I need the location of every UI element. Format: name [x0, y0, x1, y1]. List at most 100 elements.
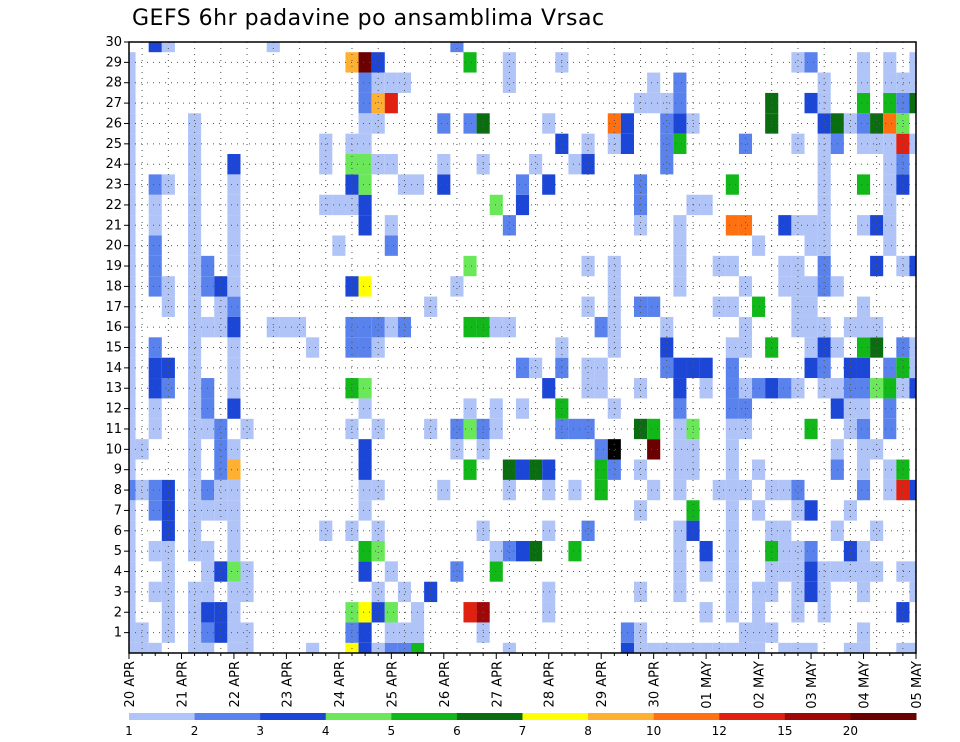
legend-threshold-label: 6	[453, 724, 461, 738]
heatmap-cell	[332, 194, 346, 216]
heatmap-cell	[712, 642, 726, 653]
heatmap-cell	[804, 316, 818, 338]
heatmap-cell	[529, 357, 543, 379]
heatmap-cell	[856, 378, 871, 399]
heatmap-cell	[673, 276, 687, 297]
heatmap-cell	[358, 113, 372, 134]
heatmap-cell	[542, 113, 556, 134]
heatmap-cell	[778, 642, 792, 653]
heatmap-cell	[358, 276, 372, 297]
heatmap-cell	[227, 561, 241, 582]
heatmap-cell	[161, 540, 175, 562]
heatmap-cell	[129, 194, 136, 216]
heatmap-cell	[673, 378, 687, 399]
heatmap-cell	[870, 378, 884, 399]
plot-area	[128, 41, 917, 654]
heatmap-cell	[135, 439, 149, 460]
heatmap-cell	[804, 52, 818, 73]
heatmap-cell	[161, 174, 175, 195]
heatmap-cell	[883, 72, 897, 93]
legend-swatch	[456, 713, 523, 720]
heatmap-cell	[227, 500, 241, 521]
heatmap-cell	[778, 378, 792, 399]
heatmap-cell	[411, 642, 425, 653]
heatmap-cell	[240, 642, 254, 653]
y-tick-label: 24	[105, 157, 122, 172]
heatmap-cell	[856, 337, 871, 358]
heatmap-cell	[581, 357, 595, 379]
heatmap-cell	[791, 52, 805, 73]
heatmap-cell	[581, 133, 595, 155]
heatmap-cell	[568, 154, 582, 175]
heatmap-cell	[883, 194, 897, 216]
heatmap-cell	[791, 133, 805, 155]
heatmap-cell	[883, 398, 897, 419]
heatmap-cell	[568, 540, 582, 562]
x-tick-label: 02 MAY	[753, 661, 768, 709]
heatmap-cell	[188, 337, 202, 358]
heatmap-cell	[673, 133, 687, 155]
heatmap-cell	[371, 113, 385, 134]
heatmap-cell	[752, 235, 766, 256]
heatmap-cell	[384, 642, 398, 653]
cells-layer	[129, 42, 916, 653]
heatmap-cell	[384, 154, 398, 175]
heatmap-cell	[227, 479, 241, 501]
y-tick-label: 9	[114, 463, 122, 478]
heatmap-cell	[843, 540, 857, 562]
x-tick-label: 03 MAY	[805, 661, 820, 709]
x-tick-label: 29 APR	[595, 661, 610, 707]
x-tick-label: 21 APR	[175, 661, 190, 707]
heatmap-cell	[699, 194, 713, 216]
heatmap-cell	[633, 459, 648, 480]
heatmap-cell	[542, 378, 556, 399]
heatmap-cell	[161, 520, 175, 541]
y-tick-label: 22	[105, 198, 122, 213]
heatmap-cell	[817, 215, 831, 236]
heatmap-cell	[843, 357, 857, 379]
heatmap-cell	[148, 255, 162, 277]
heatmap-cell	[856, 52, 871, 73]
heatmap-cell	[529, 459, 543, 480]
heatmap-cell	[633, 642, 648, 653]
x-tick-label: 01 MAY	[700, 661, 715, 709]
y-tick-label: 10	[105, 442, 122, 457]
heatmap-cell	[129, 642, 136, 653]
heatmap-cell	[214, 316, 228, 338]
heatmap-cell	[738, 642, 753, 653]
heatmap-cell	[424, 581, 438, 603]
heatmap-cell	[673, 357, 687, 379]
heatmap-cell	[817, 72, 831, 93]
heatmap-cell	[817, 357, 831, 379]
heatmap-cell	[450, 439, 464, 460]
heatmap-cell	[778, 479, 792, 501]
heatmap-cell	[909, 581, 916, 603]
heatmap-cell	[358, 52, 372, 73]
heatmap-cell	[358, 561, 372, 582]
heatmap-cell	[725, 581, 739, 603]
legend-threshold-label: 5	[388, 724, 396, 738]
heatmap-cell	[397, 581, 412, 603]
heatmap-cell	[148, 42, 162, 53]
y-tick-label: 3	[114, 585, 122, 600]
heatmap-cell	[909, 133, 916, 155]
legend-threshold-label: 20	[843, 724, 858, 738]
heatmap-cell	[188, 357, 202, 379]
heatmap-cell	[791, 276, 805, 297]
heatmap-cell	[319, 154, 333, 175]
heatmap-cell	[712, 479, 726, 501]
heatmap-cell	[647, 92, 661, 114]
heatmap-cell	[371, 316, 385, 338]
heatmap-cell	[843, 378, 857, 399]
heatmap-cell	[673, 520, 687, 541]
heatmap-cell	[843, 316, 857, 338]
heatmap-cell	[660, 154, 674, 175]
heatmap-cell	[358, 215, 372, 236]
heatmap-cell	[227, 296, 241, 317]
heatmap-cell	[738, 133, 753, 155]
x-tick-label: 25 APR	[385, 661, 400, 707]
heatmap-cell	[227, 276, 241, 297]
heatmap-cell	[752, 378, 766, 399]
heatmap-cell	[856, 296, 871, 317]
x-tick-label: 28 APR	[543, 661, 558, 707]
